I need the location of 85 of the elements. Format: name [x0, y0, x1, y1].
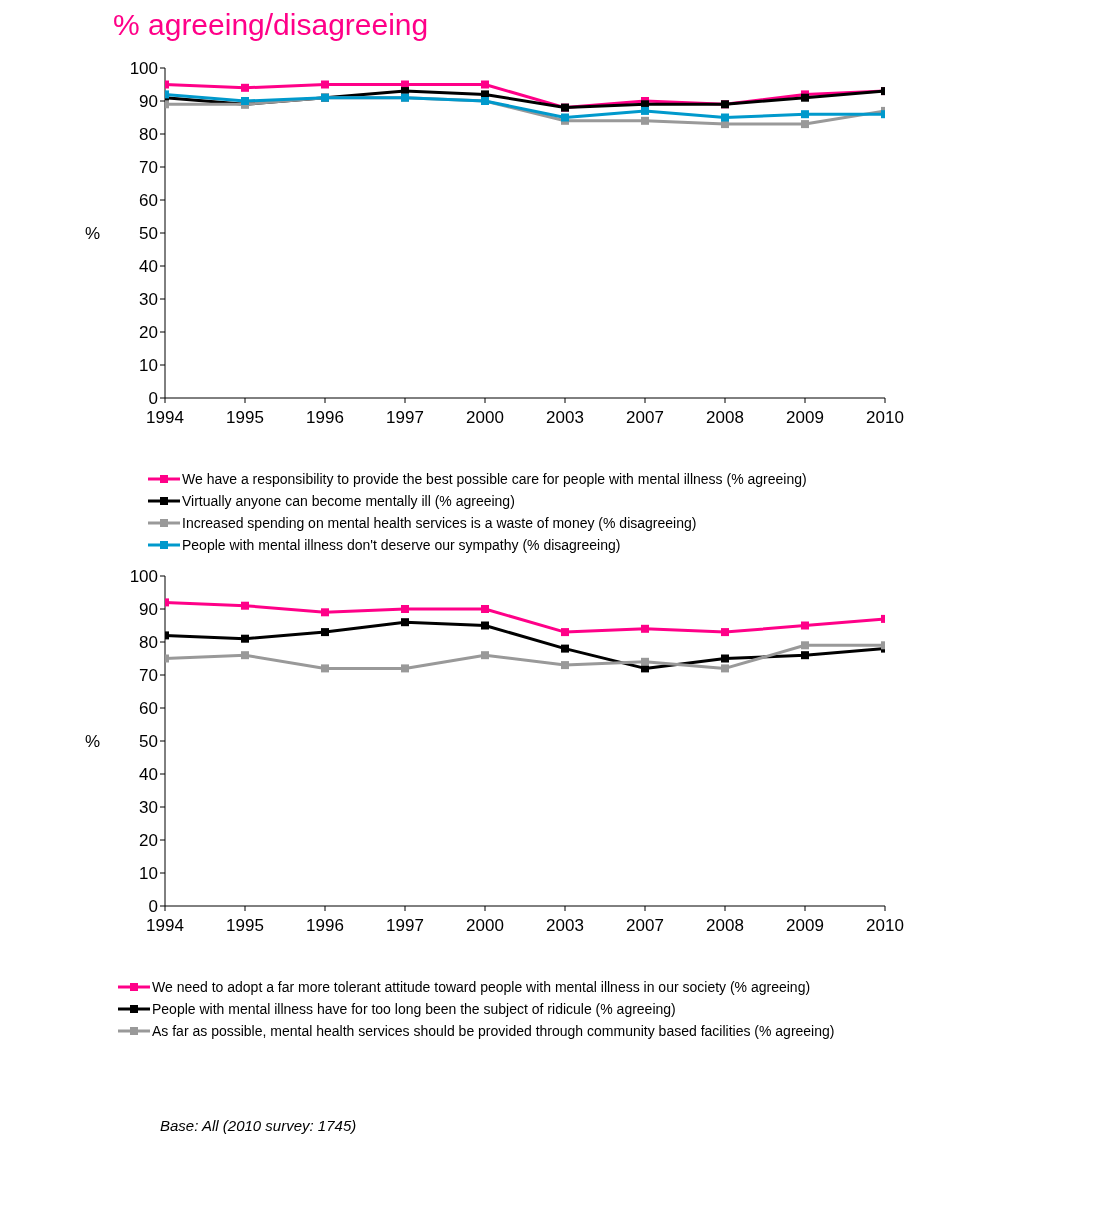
y-tick-label: 100 — [129, 567, 158, 587]
x-tick-label: 1995 — [226, 916, 264, 936]
text: Base: All (2010 survey: 1745) — [160, 1117, 358, 1134]
x-tick-label: 1996 — [306, 916, 344, 936]
y-tick-label: 0 — [148, 897, 158, 917]
point — [721, 628, 729, 637]
x-tick-label: 2008 — [706, 408, 744, 428]
point — [321, 608, 329, 617]
y-axis-title: % — [84, 224, 100, 244]
point — [641, 657, 649, 666]
y-tick-label: 60 — [139, 191, 158, 211]
y-axis-title: % — [84, 732, 100, 752]
point — [401, 618, 409, 627]
legend-label: Increased spending on mental health services is a waste of money (% disagreeing) — [182, 514, 697, 533]
legend-label: Virtually anyone can become mentally ill (% agreeing) — [182, 492, 515, 511]
point — [241, 634, 249, 643]
point — [321, 80, 329, 89]
point — [641, 106, 649, 115]
x-tick-label: 1997 — [386, 408, 424, 428]
point — [561, 644, 569, 653]
y-tick-label: 50 — [139, 732, 158, 752]
x-tick-label: 2007 — [626, 408, 664, 428]
x-tick-label: 2010 — [866, 916, 904, 936]
x-tick-label: 2003 — [546, 408, 584, 428]
y-tick-label: 40 — [139, 765, 158, 785]
point — [561, 628, 569, 637]
legend-label: As far as possible, mental health services should be provided through community based facilities (% agreeing) — [152, 1022, 835, 1041]
y-tick-label: 60 — [139, 699, 158, 719]
y-tick-label: 20 — [139, 831, 158, 851]
point — [241, 97, 249, 105]
y-tick-label: 80 — [139, 125, 158, 145]
point — [801, 621, 809, 630]
y-tick-label: 50 — [139, 224, 158, 244]
point — [481, 80, 489, 89]
point — [401, 605, 409, 613]
y-tick-label: 20 — [139, 323, 158, 343]
y-tick-label: 30 — [139, 798, 158, 818]
y-tick-label: 100 — [129, 59, 158, 79]
y-tick-label: 10 — [139, 864, 158, 884]
x-tick-label: 1994 — [146, 916, 184, 936]
chart-title: % agreeing/disagreeing — [113, 8, 430, 43]
y-tick-label: 70 — [139, 158, 158, 178]
x-tick-label: 1994 — [146, 408, 184, 428]
legend-label: People with mental illness have for too long been the subject of ridicule (% agreeing) — [152, 1000, 676, 1019]
x-tick-label: 2000 — [466, 916, 504, 936]
point — [321, 628, 329, 637]
point — [241, 601, 249, 610]
y-tick-label: 90 — [139, 600, 158, 620]
y-tick-label: 0 — [148, 389, 158, 409]
x-tick-label: 2007 — [626, 916, 664, 936]
point — [241, 83, 249, 92]
y-tick-label: 70 — [139, 666, 158, 686]
point — [721, 664, 729, 673]
point — [241, 651, 249, 660]
y-tick-label: 80 — [139, 633, 158, 653]
y-tick-label: 10 — [139, 356, 158, 376]
legend-label: People with mental illness don't deserve our sympathy (% disagreeing) — [182, 536, 621, 555]
point — [721, 654, 729, 663]
x-tick-label: 2003 — [546, 916, 584, 936]
point — [481, 621, 489, 630]
point — [641, 624, 649, 633]
y-tick-label: 90 — [139, 92, 158, 112]
x-tick-label: 1995 — [226, 408, 264, 428]
y-tick-label: 30 — [139, 290, 158, 310]
x-tick-label: 2000 — [466, 408, 504, 428]
y-tick-label: 40 — [139, 257, 158, 277]
point — [321, 664, 329, 673]
point — [561, 661, 569, 670]
point — [801, 120, 809, 129]
x-tick-label: 1996 — [306, 408, 344, 428]
legend-label: We need to adopt a far more tolerant attitude toward people with mental illness in our society (% agreeing) — [152, 978, 811, 997]
point — [401, 664, 409, 673]
point — [801, 651, 809, 660]
point — [481, 605, 489, 613]
x-tick-label: 2008 — [706, 916, 744, 936]
x-tick-label: 2009 — [786, 916, 824, 936]
x-tick-label: 2010 — [866, 408, 904, 428]
point — [721, 113, 729, 122]
point — [641, 116, 649, 125]
legend-label: We have a responsibility to provide the best possible care for people with mental illness (% agreeing) — [182, 470, 807, 489]
point — [801, 641, 809, 650]
x-tick-label: 1997 — [386, 916, 424, 936]
x-tick-label: 2009 — [786, 408, 824, 428]
point — [481, 651, 489, 660]
point — [801, 110, 809, 119]
